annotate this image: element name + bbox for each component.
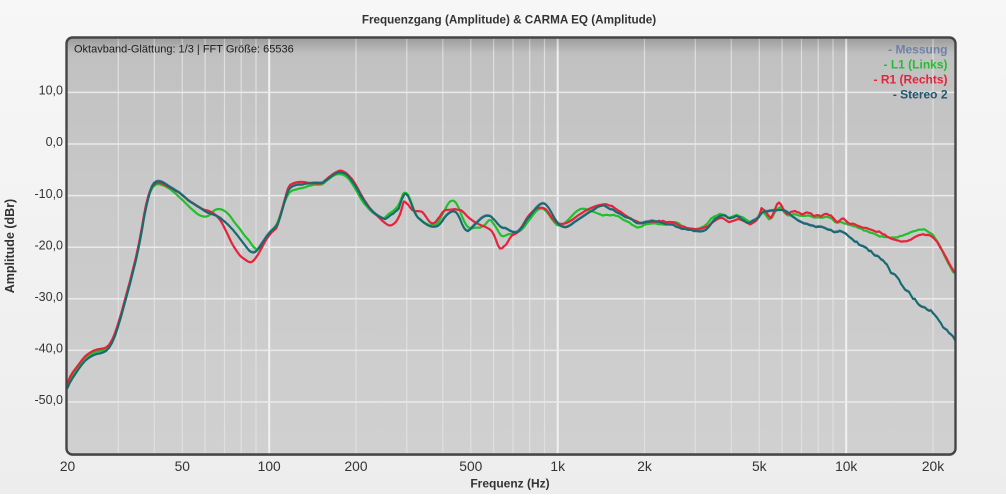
- svg-text:Frequenzgang (Amplitude) & CAR: Frequenzgang (Amplitude) & CARMA EQ (Amp…: [362, 14, 656, 27]
- svg-text:-10,0: -10,0: [35, 187, 64, 201]
- svg-text:10,0: 10,0: [39, 84, 63, 98]
- svg-text:20k: 20k: [922, 459, 944, 474]
- svg-text:- R1 (Rechts): - R1 (Rechts): [873, 73, 947, 87]
- svg-text:100: 100: [258, 459, 281, 474]
- svg-text:-50,0: -50,0: [35, 393, 64, 407]
- svg-text:2k: 2k: [637, 459, 652, 474]
- svg-text:10k: 10k: [835, 459, 857, 474]
- svg-text:-20,0: -20,0: [35, 238, 64, 252]
- svg-text:20: 20: [60, 459, 76, 474]
- svg-text:- L1 (Links): - L1 (Links): [883, 58, 947, 72]
- svg-text:Amplitude (dBr): Amplitude (dBr): [3, 199, 17, 293]
- svg-text:-30,0: -30,0: [35, 290, 64, 304]
- svg-text:500: 500: [459, 459, 482, 474]
- svg-text:5k: 5k: [752, 459, 767, 474]
- svg-text:-40,0: -40,0: [35, 342, 64, 356]
- svg-text:Oktavband-Glättung: 1/3 | FFT: Oktavband-Glättung: 1/3 | FFT Größe: 655…: [74, 44, 294, 56]
- svg-text:0,0: 0,0: [46, 135, 63, 149]
- svg-text:50: 50: [175, 459, 191, 474]
- svg-text:Frequenz (Hz): Frequenz (Hz): [470, 477, 549, 491]
- svg-text:- Stereo 2: - Stereo 2: [893, 88, 948, 102]
- svg-text:200: 200: [344, 459, 367, 474]
- svg-text:- Messung: - Messung: [888, 43, 947, 57]
- svg-text:1k: 1k: [550, 459, 565, 474]
